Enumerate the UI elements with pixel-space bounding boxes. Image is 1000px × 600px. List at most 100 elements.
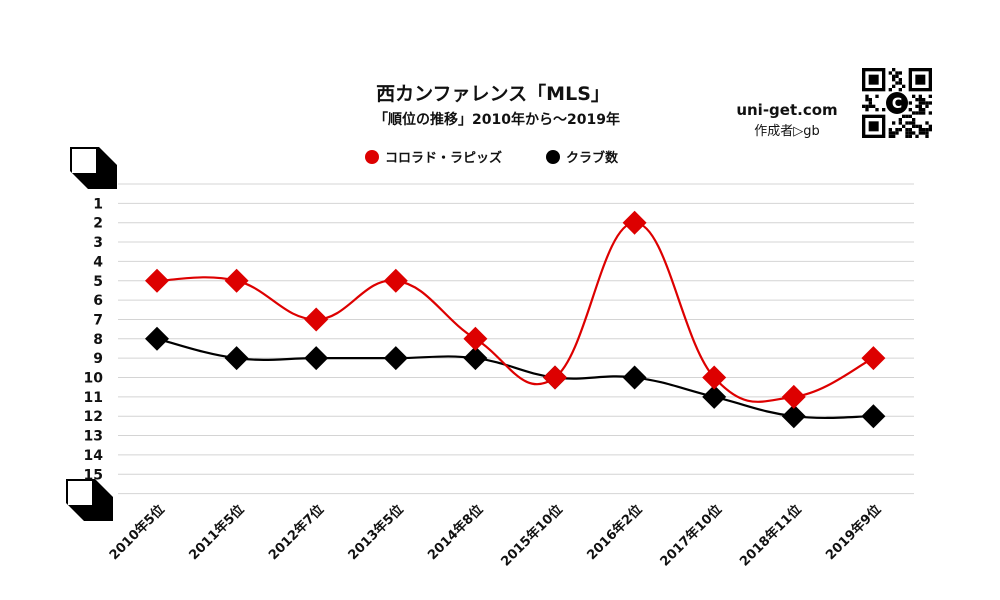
qr-module: [922, 128, 926, 132]
qr-module: [915, 124, 919, 128]
qr-module: [918, 98, 922, 102]
qr-module: [908, 114, 912, 118]
corner-tab-top-icon: [70, 147, 117, 189]
qr-module: [898, 121, 902, 125]
legend-label-clubs: クラブ数: [566, 150, 619, 166]
y-tick-label: 13: [84, 429, 103, 445]
y-tick-label: 9: [93, 351, 103, 367]
qr-module: [922, 131, 926, 135]
qr-module: [895, 128, 899, 132]
y-tick-label: 12: [84, 409, 103, 425]
qr-module: [898, 71, 902, 75]
qr-module: [892, 84, 896, 88]
qr-module: [898, 81, 902, 85]
qr-finder-core: [868, 121, 879, 132]
qr-module: [918, 124, 922, 128]
qr-module: [912, 94, 916, 98]
qr-module: [928, 101, 932, 105]
qr-module: [892, 121, 896, 125]
data-point-s0: [622, 210, 647, 235]
qr-module: [925, 134, 929, 138]
qr-module: [922, 98, 926, 102]
qr-module: [912, 124, 916, 128]
qr-module: [905, 121, 909, 125]
qr-module: [902, 114, 906, 118]
qr-module: [895, 131, 899, 135]
qr-module: [875, 94, 879, 98]
y-tick-label: 1: [93, 196, 103, 212]
data-point-s0: [383, 268, 408, 293]
qr-module: [915, 134, 919, 138]
qr-module: [905, 131, 909, 135]
data-point-s0: [543, 365, 567, 390]
qr-module: [925, 121, 929, 125]
qr-module: [888, 131, 892, 135]
qr-module: [922, 108, 926, 112]
qr-module: [892, 131, 896, 135]
qr-module: [922, 101, 926, 105]
qr-module: [898, 78, 902, 82]
data-point-s1: [145, 326, 169, 351]
chart-subtitle: 「順位の推移」2010年から～2019年: [374, 111, 620, 128]
x-tick-label: 2012年7位: [265, 502, 327, 564]
qr-module: [925, 101, 929, 105]
data-point-s0: [861, 346, 886, 371]
qr-center-badge: [886, 92, 908, 114]
qr-module: [895, 71, 899, 75]
y-tick-label: 2: [93, 216, 103, 232]
data-point-s1: [383, 346, 408, 371]
qr-module: [912, 111, 916, 115]
qr-module: [915, 104, 919, 108]
x-tick-label: 2016年2位: [584, 502, 646, 564]
series-line-0: [156, 221, 874, 403]
qr-module: [892, 74, 896, 78]
qr-module: [908, 121, 912, 125]
x-tick-label: 2011年5位: [186, 502, 248, 564]
qr-module: [928, 94, 932, 98]
qr-module: [905, 128, 909, 132]
x-axis-ticks: 2010年5位 2011年5位 2012年7位 2013年5位 2014年8位 2015年…: [106, 502, 884, 570]
qr-module: [915, 111, 919, 115]
qr-module: [928, 128, 932, 132]
qr-module: [888, 134, 892, 138]
qr-module: [888, 128, 892, 132]
qr-module: [865, 98, 869, 102]
legend-label-colorado: コロラド・ラピッズ: [385, 150, 502, 166]
y-tick-label: 4: [93, 254, 103, 270]
qr-module: [918, 104, 922, 108]
data-point-s1: [702, 384, 727, 409]
series-markers: [145, 210, 886, 429]
data-point-s1: [781, 404, 806, 429]
qr-module: [902, 84, 906, 88]
qr-module: [898, 118, 902, 122]
corner-tab-bottom-icon: [66, 479, 113, 521]
qr-module: [908, 108, 912, 112]
grid-lines: [118, 183, 914, 495]
data-point-s1: [463, 346, 488, 371]
qr-module: [918, 101, 922, 105]
x-tick-label: 2010年5位: [106, 502, 168, 564]
qr-module: [892, 134, 896, 138]
data-point-s0: [781, 384, 806, 409]
qr-code: C: [862, 68, 932, 138]
qr-module: [925, 104, 929, 108]
data-point-s0: [702, 365, 727, 390]
qr-module: [915, 98, 919, 102]
qr-module: [865, 108, 869, 112]
y-tick-label: 10: [84, 371, 104, 387]
x-tick-label: 2015年10位: [498, 502, 566, 570]
legend-marker-colorado: [365, 150, 379, 164]
qr-module: [892, 68, 896, 72]
x-tick-label: 2014年8位: [425, 502, 487, 564]
y-tick-label: 14: [84, 448, 104, 464]
y-tick-label: 5: [93, 274, 103, 290]
y-tick-label: 8: [93, 332, 103, 348]
qr-module: [922, 111, 926, 115]
qr-module: [895, 81, 899, 85]
qr-module: [898, 128, 902, 132]
site-name: uni-get.com: [736, 101, 837, 119]
data-point-s1: [861, 404, 886, 429]
qr-module: [928, 111, 932, 115]
